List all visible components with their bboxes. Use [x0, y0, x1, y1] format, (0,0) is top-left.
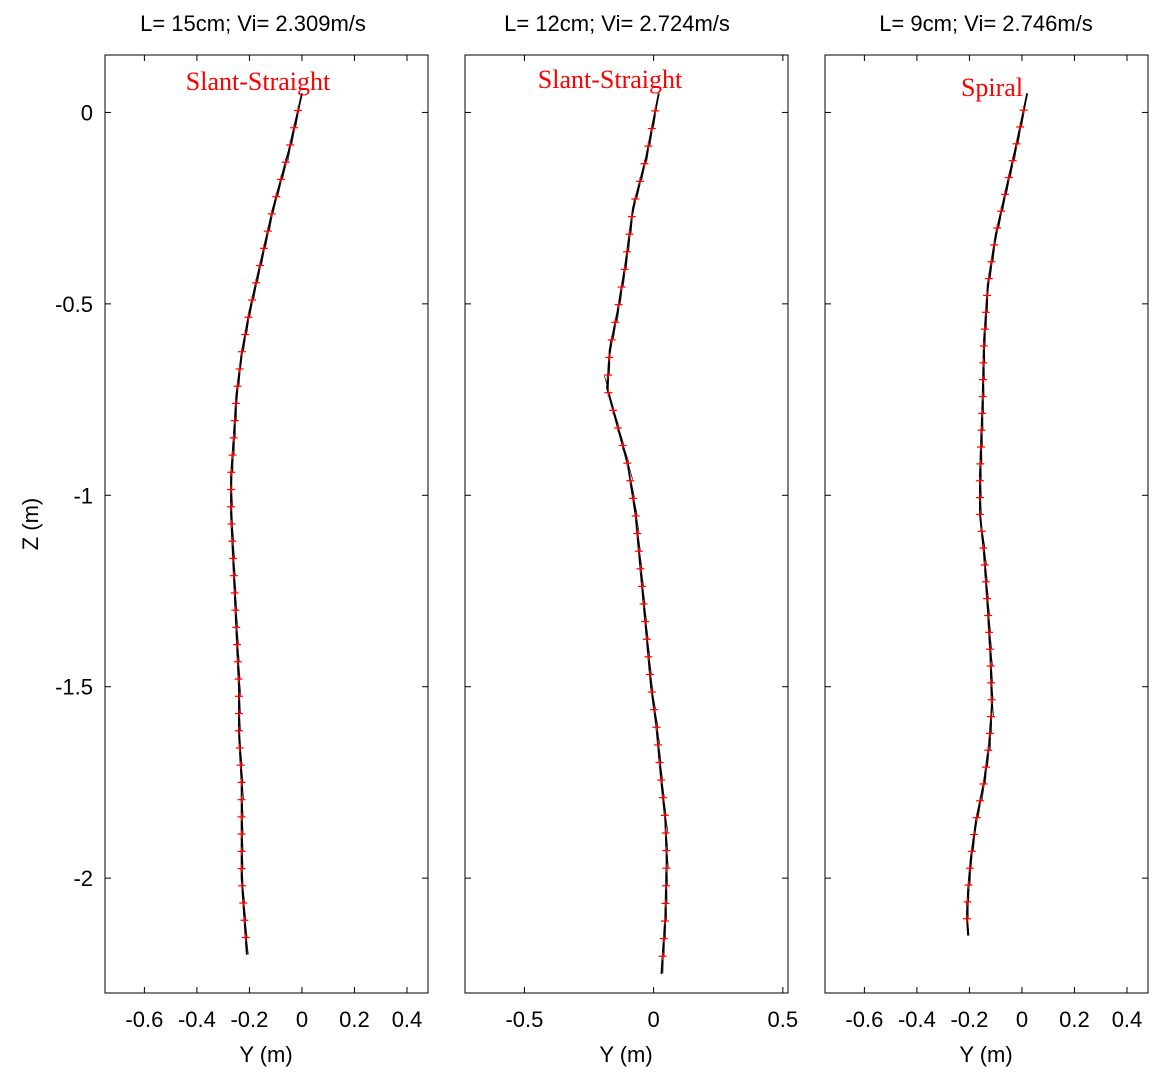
x-tick-label: -0.6: [845, 1007, 883, 1032]
plot-frame: [464, 54, 789, 994]
y-tick-label: -1: [73, 483, 93, 508]
x-tick-label: 0.4: [392, 1007, 423, 1032]
x-tick-label: 0.5: [768, 1007, 799, 1032]
marker-layer: [603, 106, 671, 961]
y-tick-label: 0: [81, 100, 93, 125]
x-axis-label: Y (m): [599, 1042, 652, 1067]
panel-title: L= 12cm; Vi= 2.724m/s: [504, 11, 730, 36]
x-tick-label: 0.2: [339, 1007, 370, 1032]
x-tick-label: -0.4: [178, 1007, 216, 1032]
panel-l15: L= 15cm; Vi= 2.309m/s -0.6 -0.4 -0.2 0 0.2 0.…: [18, 11, 429, 1067]
y-axis-label: Z (m): [18, 498, 43, 551]
x-tick-label: 0: [1016, 1007, 1028, 1032]
tick-group: -0.5 0 0.5: [465, 55, 798, 1032]
panel-title: L= 15cm; Vi= 2.309m/s: [140, 11, 366, 36]
x-tick-label: -0.2: [230, 1007, 268, 1032]
x-tick-label: 0.4: [1112, 1007, 1143, 1032]
regime-annotation: Slant-Straight: [186, 67, 331, 96]
x-axis-label: Y (m): [959, 1042, 1012, 1067]
x-tick-label: 0.2: [1059, 1007, 1090, 1032]
panel-title: L= 9cm; Vi= 2.746m/s: [879, 11, 1093, 36]
x-tick-label: -0.5: [505, 1007, 543, 1032]
x-axis-label: Y (m): [239, 1042, 292, 1067]
marker-layer: [227, 106, 303, 942]
trajectory-layer: [965, 93, 1029, 936]
y-tick-label: -0.5: [55, 292, 93, 317]
x-tick-label: -0.4: [898, 1007, 936, 1032]
tick-group: -0.6 -0.4 -0.2 0 0.2 0.4 0 -0.5 -1 -1.5 -2: [55, 55, 428, 1032]
plot-frame: [104, 54, 429, 994]
regime-annotation: Spiral: [961, 73, 1023, 102]
x-tick-label: -0.6: [125, 1007, 163, 1032]
y-tick-label: -2: [73, 866, 93, 891]
y-tick-label: -1.5: [55, 675, 93, 700]
marker-layer: [962, 106, 1028, 923]
tick-group: -0.6 -0.4 -0.2 0 0.2 0.4: [825, 55, 1148, 1032]
x-tick-label: -0.2: [950, 1007, 988, 1032]
x-tick-label: 0: [648, 1007, 660, 1032]
plot-frame: [824, 54, 1149, 994]
panel-l12: L= 12cm; Vi= 2.724m/s -0.5 0 0.5 Slant-Str…: [464, 11, 798, 1067]
x-tick-label: 0: [296, 1007, 308, 1032]
panel-l9: L= 9cm; Vi= 2.746m/s -0.6 -0.4 -0.2 0 0.2 0.4…: [824, 11, 1149, 1067]
regime-annotation: Slant-Straight: [538, 65, 683, 94]
